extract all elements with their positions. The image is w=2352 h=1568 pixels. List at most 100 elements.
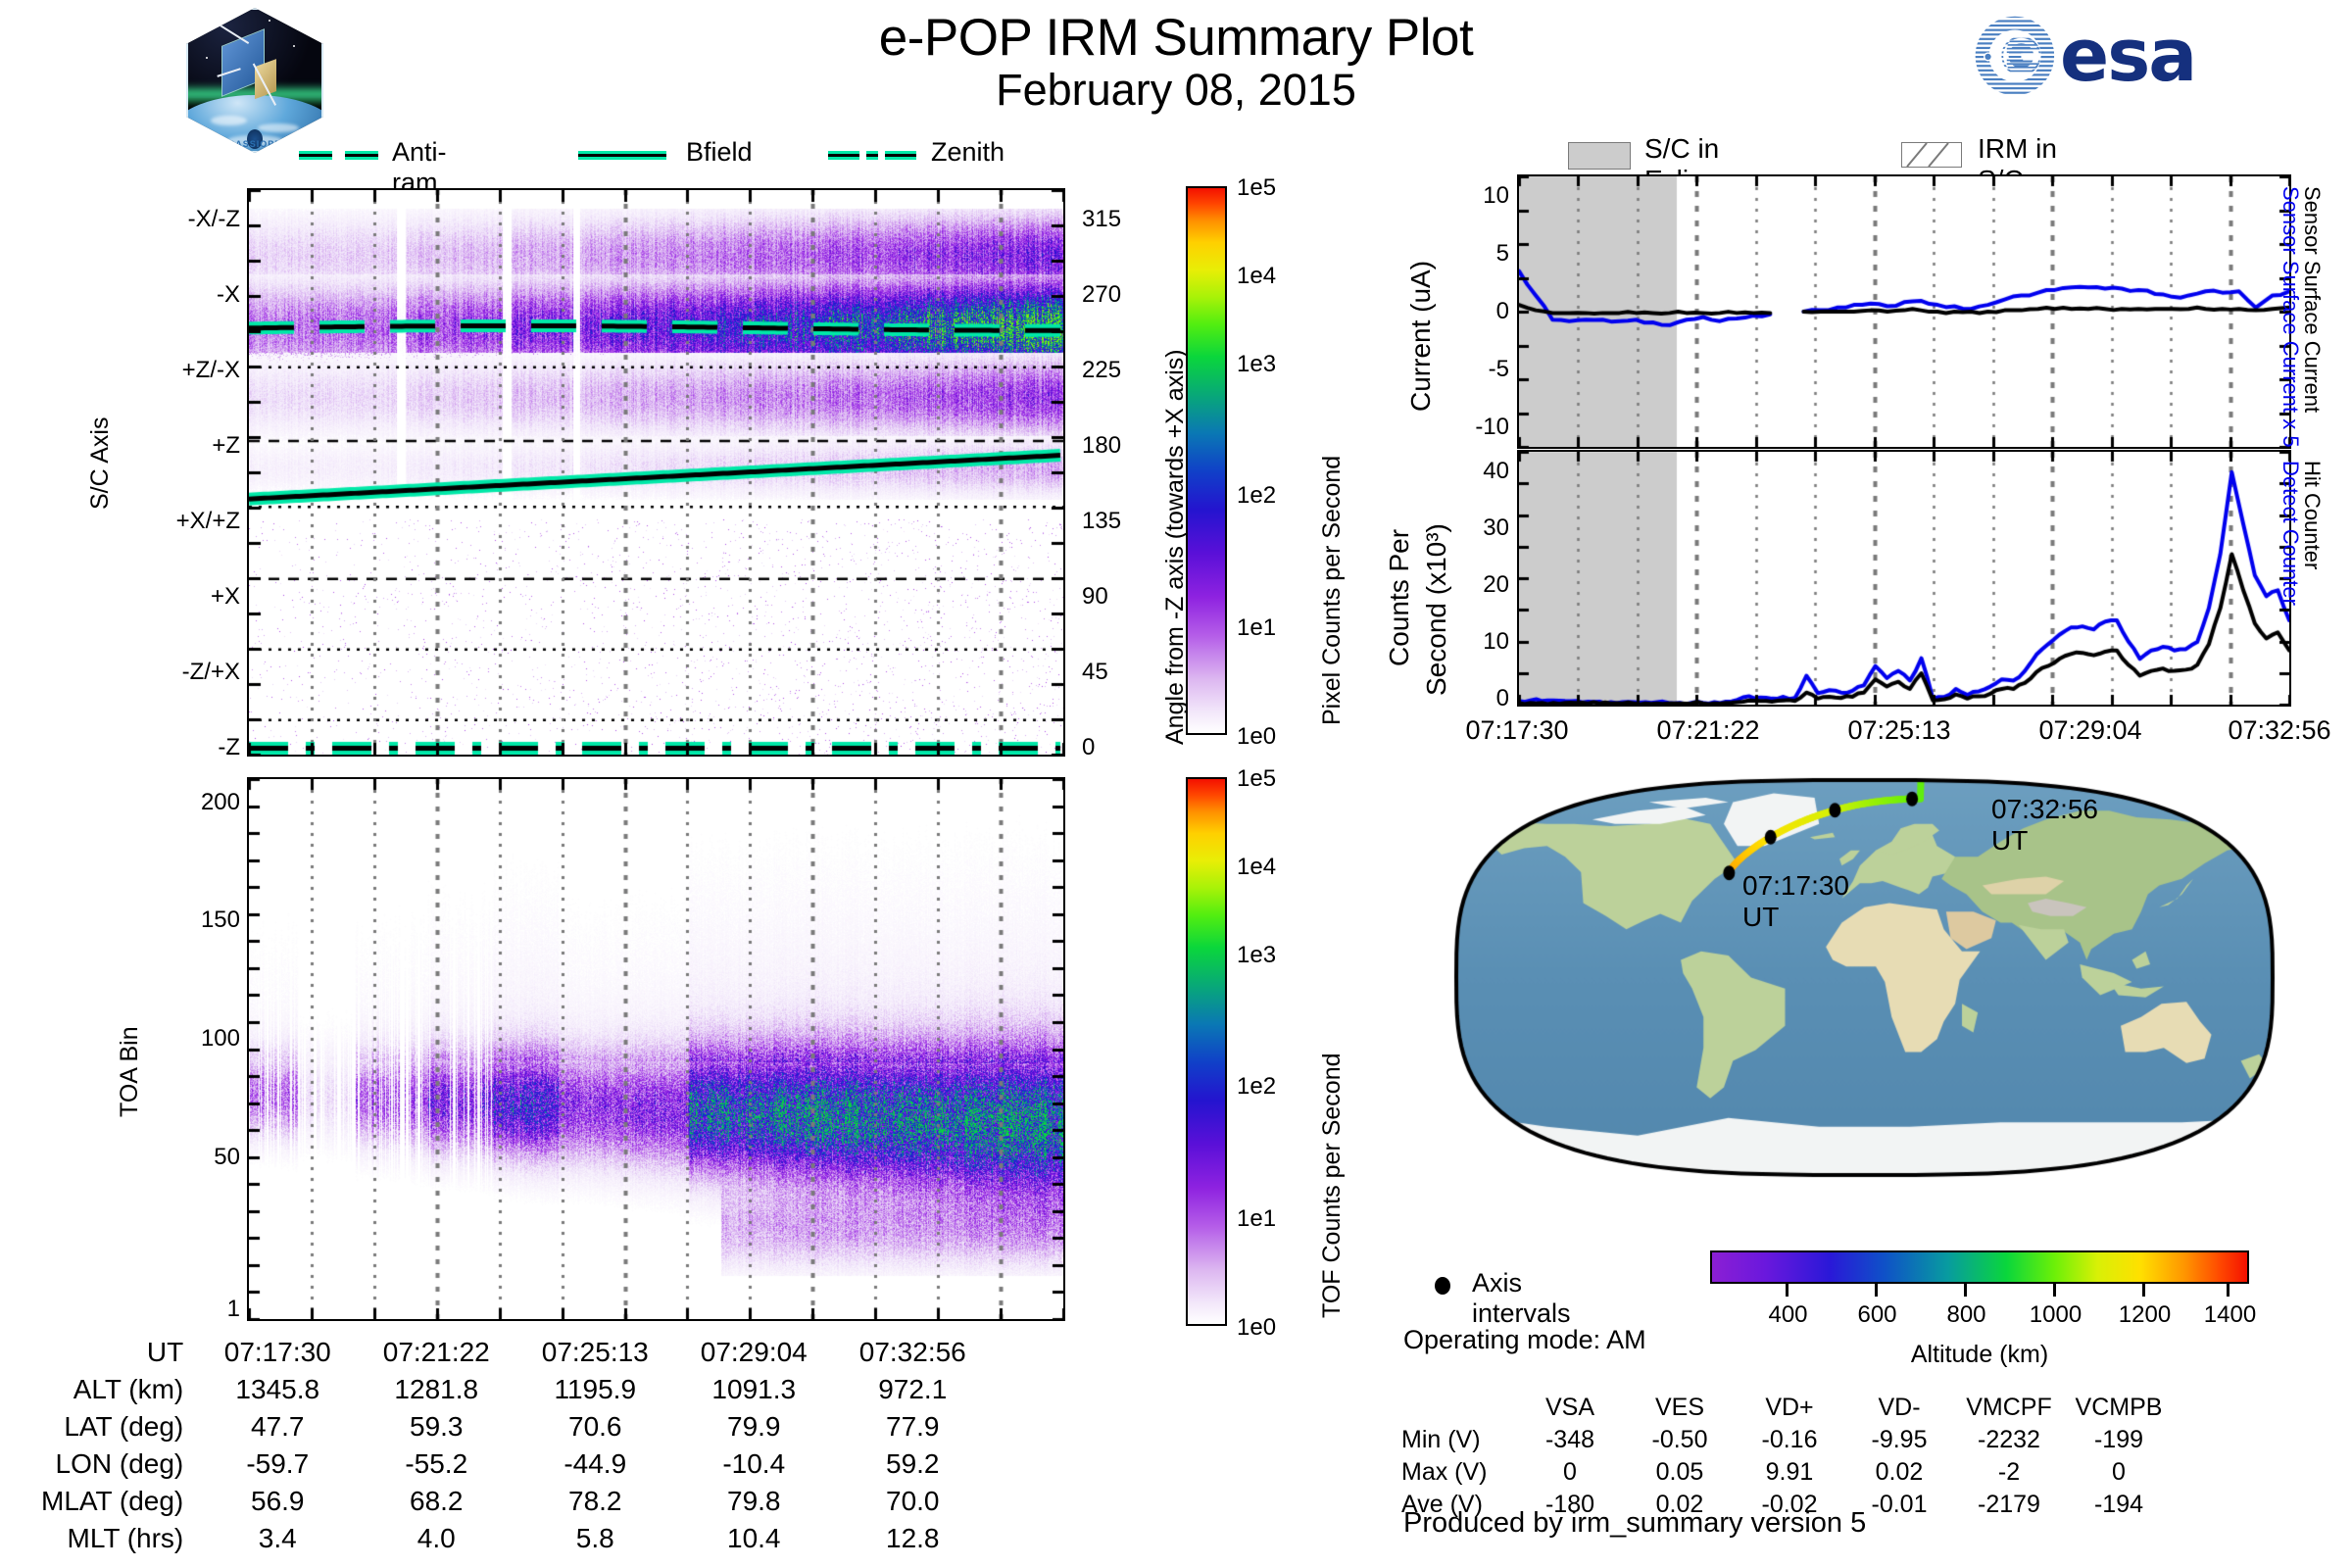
- angle-right-tick-7: 0: [1082, 734, 1096, 760]
- counts-right-label-black: Hit Counter: [2300, 461, 2325, 570]
- esa-wordmark: esa: [2060, 14, 2197, 98]
- counts-ytick-1: 30: [1483, 514, 1509, 541]
- ut-row-label-4: MLAT (deg): [41, 1486, 184, 1516]
- current-right-label-black: Sensor Surface Current: [2300, 186, 2325, 414]
- angle-right-tick-6: 45: [1082, 659, 1108, 685]
- angle-right-tick-4: 135: [1082, 508, 1122, 534]
- esa-emblem-icon: [1975, 16, 2055, 96]
- ut-cell-5-4: 12.8: [886, 1523, 940, 1553]
- map-end-label: 07:32:56 UT: [1991, 794, 2098, 856]
- counts-ylabel-line2: Second (x10³): [1421, 523, 1451, 696]
- ut-row-label-3: LON (deg): [55, 1448, 184, 1479]
- tof-colorbar-gradient: [1186, 777, 1227, 1326]
- v-col-3: VD-: [1878, 1394, 1921, 1421]
- ut-cell-2-1: 59.3: [410, 1411, 464, 1442]
- ut-cell-5-0: 3.4: [258, 1523, 297, 1553]
- current-ytick-0: 10: [1483, 182, 1509, 209]
- ut-cell-3-4: 59.2: [886, 1448, 940, 1479]
- shadow-hatch-swatch: [1901, 142, 1962, 168]
- counts-ylabel-line1: Counts Per: [1384, 528, 1414, 666]
- alt-cb-tick-2: 800: [1946, 1301, 1986, 1328]
- v-cell-2-5: -194: [2093, 1491, 2144, 1518]
- alt-cb-tick-1: 600: [1857, 1301, 1897, 1328]
- eclipse-swatch: [1568, 142, 1631, 170]
- tof-colorbar-label: TOF Counts per Second: [1318, 1053, 1346, 1318]
- counts-plot: [1517, 450, 2291, 707]
- table-row: LAT (deg) 47.7 59.3 70.6 79.9 77.9: [41, 1409, 991, 1445]
- current-ylabel: Current (uA): [1405, 260, 1436, 412]
- angle-spectrogram-plot: [247, 188, 1065, 757]
- ut-cell-2-2: 70.6: [568, 1411, 622, 1442]
- page-date: February 08, 2015: [996, 65, 1356, 115]
- ut-cell-3-2: -44.9: [564, 1448, 627, 1479]
- pixel-cb-tick-4: 1e1: [1237, 614, 1277, 641]
- v-row-label-1: Max (V): [1401, 1458, 1488, 1486]
- ut-cell-3-3: -10.4: [722, 1448, 786, 1479]
- current-plot: [1517, 174, 2291, 449]
- tof-cb-tick-0: 1e5: [1237, 765, 1277, 792]
- v-cell-2-3: -0.01: [1871, 1491, 1928, 1518]
- angle-right-tick-5: 90: [1082, 583, 1108, 610]
- v-cell-2-0: -180: [1544, 1491, 1595, 1518]
- angle-ytick-label-4: +X/+Z: [175, 508, 240, 534]
- map-start-label: 07:17:30 UT: [1742, 870, 1849, 932]
- axis-interval-dot-icon: [1435, 1277, 1450, 1295]
- counts-ytick-4: 0: [1495, 685, 1509, 711]
- angle-ytick-label-3: +Z: [212, 432, 240, 459]
- angle-right-tick-1: 270: [1082, 281, 1122, 308]
- time-tick-1: 07:21:22: [1656, 715, 1760, 745]
- ut-row-label-1: ALT (km): [73, 1374, 184, 1404]
- ut-cell-5-1: 4.0: [416, 1523, 456, 1553]
- pixel-cb-tick-2: 1e3: [1237, 351, 1277, 377]
- toa-ytick-2: 100: [200, 1025, 240, 1052]
- v-cell-0-5: -199: [2093, 1426, 2144, 1453]
- table-row: Ave (V) -180 0.02 -0.02 -0.01 -2179 -194: [1401, 1489, 2174, 1521]
- ut-cell-5-2: 5.8: [575, 1523, 614, 1553]
- alt-cb-tick-4: 1200: [2118, 1301, 2172, 1328]
- v-cell-2-2: -0.02: [1761, 1491, 1818, 1518]
- angle-panel-ylabel-left: S/C Axis: [86, 416, 114, 510]
- v-cell-1-4: -2: [1997, 1458, 2021, 1486]
- v-cell-2-1: 0.02: [1655, 1491, 1704, 1518]
- ut-cell-1-0: 1345.8: [235, 1374, 320, 1404]
- counts-ytick-0: 40: [1483, 458, 1509, 484]
- cassiope-logo-caption: CASSIOPE: [227, 139, 282, 149]
- ut-cell-3-0: -59.7: [246, 1448, 310, 1479]
- current-ytick-1: 5: [1495, 240, 1509, 267]
- cassiope-logo: CASSIOPE: [186, 8, 323, 153]
- ut-cell-4-2: 78.2: [568, 1486, 622, 1516]
- ut-cell-0-1: 07:21:22: [382, 1337, 490, 1367]
- v-col-4: VMCPF: [1966, 1394, 2052, 1421]
- ut-cell-1-2: 1195.9: [554, 1374, 637, 1404]
- ut-row-label-2: LAT (deg): [64, 1411, 184, 1442]
- ut-cell-0-0: 07:17:30: [223, 1337, 331, 1367]
- legend-zenith-label: Zenith: [931, 137, 1005, 167]
- pixel-colorbar-gradient: [1186, 186, 1227, 735]
- toa-spectrogram-plot: [247, 777, 1065, 1321]
- map-marker-legend-label: Axis intervals: [1472, 1268, 1571, 1328]
- operating-mode-label: Operating mode: AM: [1403, 1325, 1646, 1354]
- v-cell-1-3: 0.02: [1875, 1458, 1924, 1486]
- table-row: UT 07:17:30 07:21:22 07:25:13 07:29:04 0…: [41, 1335, 991, 1370]
- ut-cell-2-3: 79.9: [727, 1411, 781, 1442]
- toa-panel-ylabel: TOA Bin: [116, 1026, 143, 1117]
- counts-ytick-2: 20: [1483, 571, 1509, 598]
- table-row: MLT (hrs) 3.4 4.0 5.8 10.4 12.8: [41, 1521, 991, 1556]
- time-tick-3: 07:29:04: [2038, 715, 2142, 745]
- ut-cell-4-0: 56.9: [251, 1486, 305, 1516]
- v-cell-0-2: -0.16: [1761, 1426, 1818, 1453]
- v-cell-2-4: -2179: [1978, 1491, 2040, 1518]
- ut-row-label-5: MLT (hrs): [67, 1523, 184, 1553]
- ut-cell-2-4: 77.9: [886, 1411, 940, 1442]
- v-col-1: VES: [1654, 1394, 1705, 1421]
- time-tick-0: 07:17:30: [1465, 715, 1569, 745]
- alt-cb-tick-0: 400: [1768, 1301, 1808, 1328]
- produced-by-footer: Produced by irm_summary version 5: [1403, 1507, 1867, 1539]
- ut-cell-1-1: 1281.8: [394, 1374, 479, 1404]
- ut-cell-1-4: 972.1: [878, 1374, 948, 1404]
- v-cell-1-0: 0: [1563, 1458, 1577, 1486]
- v-cell-0-4: -2232: [1978, 1426, 2040, 1453]
- pixel-cb-tick-3: 1e2: [1237, 482, 1277, 509]
- voltage-summary-table: VSA VES VD+ VD- VMCPF VCMPB Min (V) -348…: [1401, 1392, 2174, 1521]
- v-cell-0-3: -9.95: [1871, 1426, 1928, 1453]
